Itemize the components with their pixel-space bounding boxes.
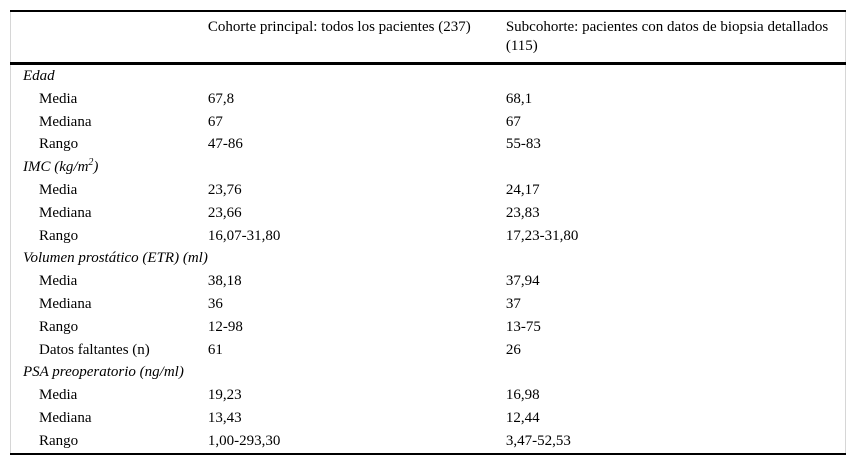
- value-main-cohort: 16,07-31,80: [207, 227, 281, 244]
- value-subcohort: 17,23-31,80: [505, 227, 579, 244]
- table-row: Rango 1,00-293,30 3,47-52,53: [11, 430, 846, 454]
- row-label: Rango: [39, 227, 79, 244]
- header-cell-main-cohort: Cohorte principal: todos los pacientes (…: [207, 19, 471, 35]
- value-main-cohort: 36: [207, 295, 223, 312]
- section-title-text: PSA preoperatorio (ng/ml): [23, 364, 184, 381]
- table-row: Media 67,8 68,1: [11, 88, 846, 111]
- row-label: Media: [39, 387, 78, 404]
- table-header: Cohorte principal: todos los pacientes (…: [10, 11, 846, 64]
- header-row: Cohorte principal: todos los pacientes (…: [10, 11, 846, 64]
- table-row: Mediana 67 67: [11, 111, 846, 134]
- value-main-cohort: 47-86: [207, 136, 243, 153]
- section-title: PSA preoperatorio (ng/ml): [11, 361, 208, 384]
- value-main-cohort: 23,76: [207, 181, 242, 198]
- header-cell-subcohort: Subcohorte: pacientes con datos de biops…: [505, 19, 829, 54]
- section-title: Volumen prostático (ETR) (ml): [11, 247, 208, 270]
- value-subcohort: 12,44: [505, 409, 540, 426]
- table-row: Mediana 36 37: [11, 293, 846, 316]
- value-main-cohort: 12-98: [207, 318, 243, 335]
- value-subcohort: 67: [505, 113, 521, 130]
- section-row-imc: IMC (kg/m2): [11, 156, 846, 179]
- row-label: Rango: [39, 136, 79, 153]
- section-title-text: Volumen prostático (ETR) (ml): [23, 250, 208, 267]
- table-row: Datos faltantes (n) 61 26: [11, 339, 846, 362]
- table-row: Media 38,18 37,94: [11, 270, 846, 293]
- section-title-sup: 2: [88, 157, 94, 169]
- value-main-cohort: 13,43: [207, 409, 242, 426]
- section-title: IMC (kg/m2): [11, 156, 208, 179]
- row-label: Rango: [39, 432, 79, 449]
- section-row-edad: Edad: [11, 64, 846, 88]
- value-subcohort: 26: [505, 341, 521, 358]
- value-main-cohort: 19,23: [207, 387, 242, 404]
- patient-characteristics-table: Cohorte principal: todos los pacientes (…: [10, 10, 846, 455]
- row-label: Rango: [39, 318, 79, 335]
- table-row: Mediana 23,66 23,83: [11, 202, 846, 225]
- section-title-text: IMC (kg/m: [23, 159, 89, 176]
- row-label: Mediana: [39, 295, 92, 312]
- value-main-cohort: 67: [207, 113, 223, 130]
- section-title-tail: ): [93, 159, 99, 176]
- table-row: Mediana 13,43 12,44: [11, 407, 846, 430]
- header-cell-empty: [11, 11, 208, 64]
- row-label: Media: [39, 181, 78, 198]
- table-row: Media 23,76 24,17: [11, 179, 846, 202]
- patient-characteristics-table-container: Cohorte principal: todos los pacientes (…: [10, 10, 846, 455]
- value-subcohort: 3,47-52,53: [505, 432, 571, 449]
- row-label: Mediana: [39, 204, 92, 221]
- row-label: Datos faltantes (n): [39, 341, 150, 358]
- value-subcohort: 68,1: [505, 90, 533, 107]
- value-main-cohort: 23,66: [207, 204, 242, 221]
- value-subcohort: 37: [505, 295, 521, 312]
- row-label: Mediana: [39, 113, 92, 130]
- value-subcohort: 24,17: [505, 181, 540, 198]
- value-main-cohort: 38,18: [207, 273, 242, 290]
- table-body: Edad Media 67,8 68,1 Mediana 67 67 Rango…: [11, 64, 846, 454]
- value-subcohort: 16,98: [505, 387, 540, 404]
- table-row: Rango 12-98 13-75: [11, 316, 846, 339]
- value-main-cohort: 1,00-293,30: [207, 432, 281, 449]
- value-subcohort: 55-83: [505, 136, 541, 153]
- row-label: Media: [39, 273, 78, 290]
- section-row-psa: PSA preoperatorio (ng/ml): [11, 361, 846, 384]
- row-label: Media: [39, 90, 78, 107]
- table-row: Rango 16,07-31,80 17,23-31,80: [11, 225, 846, 248]
- section-title-text: Edad: [23, 68, 55, 84]
- section-row-volumen-prostatico: Volumen prostático (ETR) (ml): [11, 247, 846, 270]
- value-subcohort: 13-75: [505, 318, 541, 335]
- value-main-cohort: 67,8: [207, 90, 235, 107]
- value-subcohort: 23,83: [505, 204, 540, 221]
- section-title: Edad: [11, 64, 208, 88]
- value-subcohort: 37,94: [505, 273, 540, 290]
- value-main-cohort: 61: [207, 341, 223, 358]
- table-row: Rango 47-86 55-83: [11, 133, 846, 156]
- table-row: Media 19,23 16,98: [11, 384, 846, 407]
- row-label: Mediana: [39, 409, 92, 426]
